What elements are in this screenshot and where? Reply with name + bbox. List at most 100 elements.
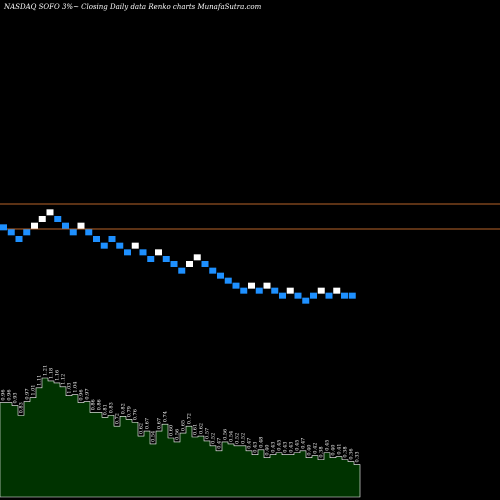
renko-brick-down (147, 256, 155, 262)
volume-bar (222, 442, 228, 497)
renko-brick-up (186, 261, 193, 267)
volume-bar-label: 0.48 (259, 437, 265, 448)
renko-brick-up (77, 222, 85, 229)
renko-brick-down (341, 292, 348, 299)
volume-bar (78, 403, 84, 497)
volume-bar-label: 0.57 (205, 428, 211, 439)
volume-bar (234, 446, 240, 497)
volume-bar-label: 0.52 (241, 433, 247, 444)
volume-bar-label: 1.18 (49, 368, 55, 379)
volume-bar (336, 457, 342, 497)
renko-brick-down (201, 261, 209, 267)
volume-bar (300, 451, 306, 497)
volume-bar (24, 402, 30, 497)
renko-brick-down (15, 236, 23, 242)
volume-bar (102, 417, 108, 497)
volume-bar-label: 0.47 (301, 438, 307, 449)
volume-bar-label: 0.62 (199, 423, 205, 434)
renko-brick-down (100, 242, 108, 249)
volume-bar-label: 0.38 (343, 446, 349, 457)
volume-bar (120, 416, 126, 497)
volume-bar-label: 0.62 (139, 423, 145, 434)
volume-bar (342, 460, 348, 497)
renko-brick-down (7, 229, 15, 236)
renko-brick-down (232, 282, 240, 289)
volume-bar-label: 0.67 (145, 418, 151, 429)
volume-bar-label: 0.74 (163, 411, 169, 422)
volume-bar-label: 0.43 (289, 442, 295, 453)
volume-bar (126, 419, 132, 497)
volume-bar-label: 1.01 (31, 385, 37, 396)
volume-bar-label: 1.12 (61, 374, 67, 385)
volume-bar (66, 396, 72, 497)
volume-bar (132, 422, 138, 497)
renko-brick-down (178, 267, 186, 274)
renko-brick-up (193, 254, 201, 261)
volume-bar-label: 0.65 (181, 420, 187, 431)
volume-bar (288, 455, 294, 497)
volume-bar-label: 0.38 (319, 446, 325, 457)
volume-bar-label: 0.52 (211, 433, 217, 444)
volume-bar (108, 415, 114, 497)
volume-bar (72, 395, 78, 497)
chart-title: NASDAQ SOFO 3%~ Closing Daily data Renko… (3, 3, 262, 11)
volume-bar-label: 0.45 (295, 440, 301, 451)
volume-bar-label: 0.43 (283, 442, 289, 453)
renko-brick-up (286, 287, 294, 294)
volume-bar (60, 387, 66, 497)
volume-bar (264, 458, 270, 497)
volume-labels: 0.96 0.96 0.930.830.97 1.011.111.21 1.18 1.16… (1, 365, 361, 463)
volume-bar (36, 388, 42, 497)
renko-brick-down (0, 224, 7, 231)
renko-brick-down (302, 297, 310, 304)
volume-bar-label: 0.93 (13, 392, 19, 403)
volume-bar (180, 433, 186, 497)
volume-bar (174, 442, 180, 497)
volume-bar (6, 403, 12, 497)
volume-bar (258, 450, 264, 497)
renko-brick-down (271, 287, 279, 294)
volume-bar-label: 0.43 (271, 442, 277, 453)
volume-bar (42, 378, 48, 497)
volume-bar-label: 0.52 (235, 433, 241, 444)
renko-brick-down (310, 292, 317, 299)
volume-bar-label: 0.60 (169, 425, 175, 436)
renko-brick-down (209, 267, 217, 274)
volume-bar (270, 455, 276, 497)
volume-panel (0, 377, 361, 498)
volume-bar-label: 1.11 (37, 375, 43, 386)
volume-bar (30, 398, 36, 497)
volume-bar (312, 456, 318, 497)
volume-bar-label: 0.41 (337, 444, 343, 455)
renko-bricks (0, 209, 356, 304)
volume-bar-label: 0.45 (277, 440, 283, 451)
volume-bar (168, 438, 174, 497)
volume-bar (138, 436, 144, 497)
renko-brick-down (217, 272, 224, 279)
volume-bar (216, 451, 222, 497)
renko-brick-up (38, 216, 46, 222)
volume-bar (48, 381, 54, 497)
renko-brick-down (162, 256, 170, 262)
volume-bar (54, 383, 60, 497)
volume-bar-label: 0.61 (193, 424, 199, 435)
renko-brick-down (85, 229, 93, 236)
volume-bar-label: 0.96 (7, 389, 13, 400)
renko-brick-down (23, 229, 31, 236)
volume-bar-label: 0.45 (325, 440, 331, 451)
renko-brick-down (124, 249, 131, 256)
volume-bar-label: 0.40 (265, 445, 271, 456)
volume-bar (18, 415, 24, 497)
renko-brick-up (317, 287, 325, 294)
renko-brick-down (62, 222, 69, 229)
renko-brick-up (46, 209, 54, 216)
volume-bar-label: 0.79 (127, 406, 133, 417)
volume-bar-label: 0.86 (91, 399, 97, 410)
renko-brick-up (31, 222, 38, 229)
renko-brick-up (263, 282, 271, 289)
renko-brick-down (240, 287, 248, 294)
renko-brick-down (69, 229, 77, 236)
volume-bar (324, 453, 330, 497)
volume-bar (252, 455, 258, 497)
volume-bar (330, 458, 336, 497)
